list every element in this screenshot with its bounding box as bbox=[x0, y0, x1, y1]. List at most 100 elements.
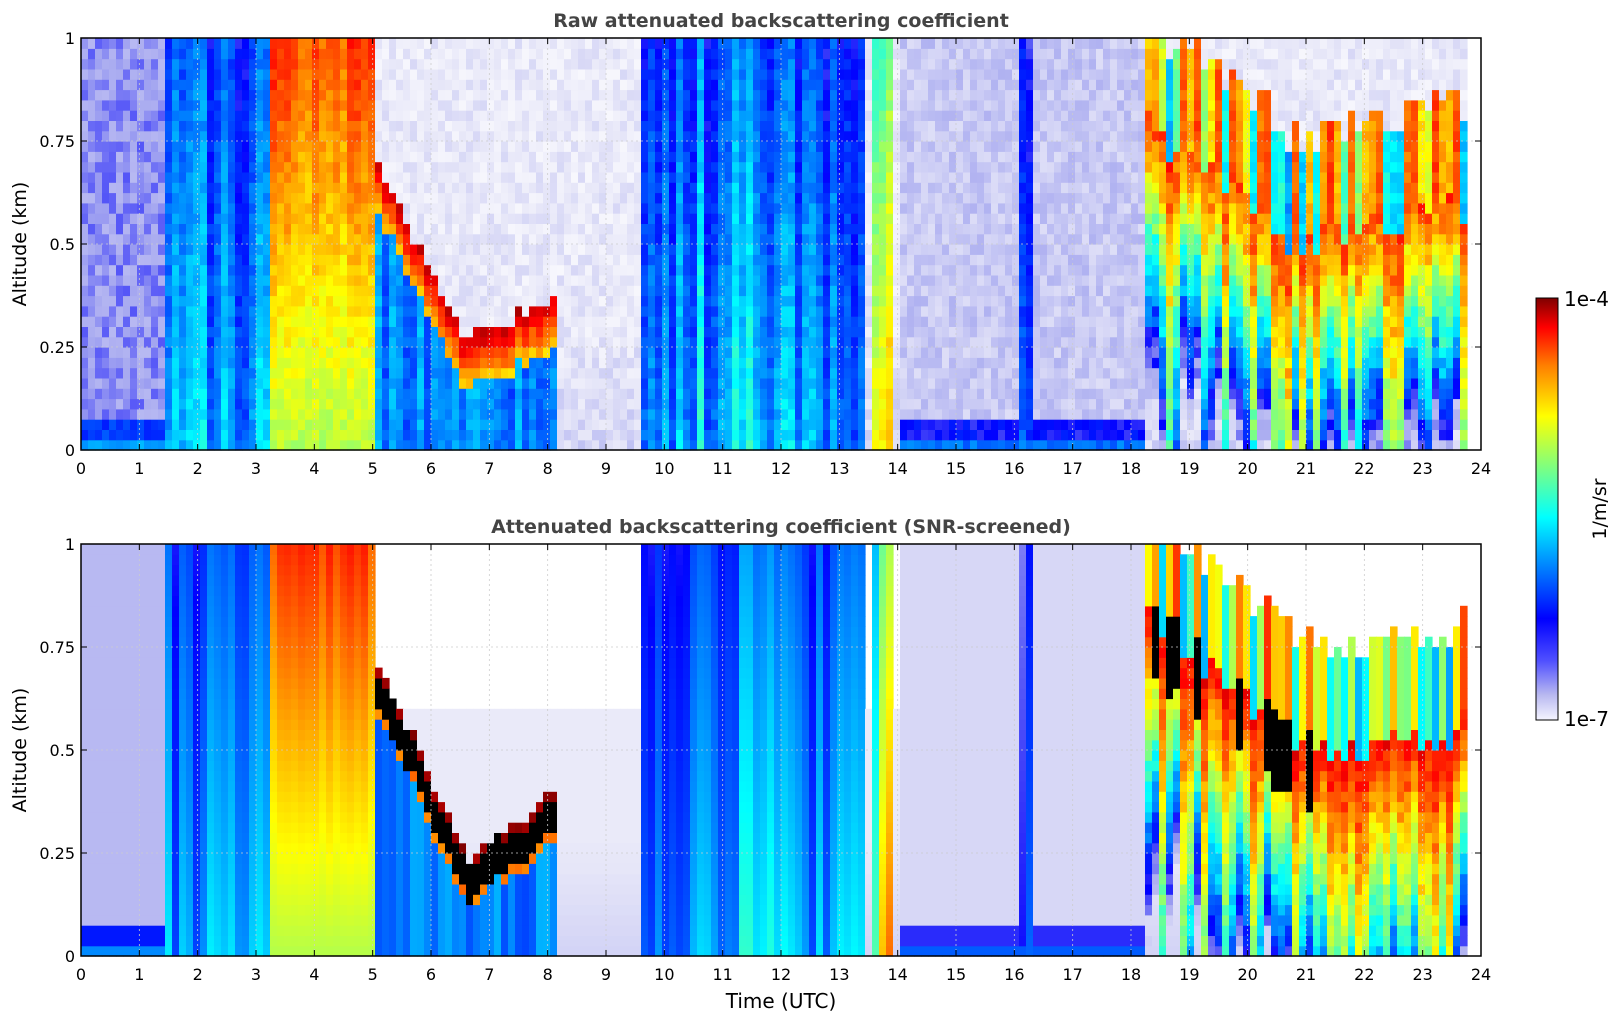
heatmap-cell bbox=[809, 202, 817, 214]
heatmap-cell bbox=[648, 254, 656, 266]
heatmap-cell bbox=[109, 326, 117, 338]
heatmap-cell bbox=[361, 419, 369, 430]
heatmap-cell bbox=[522, 347, 530, 358]
heatmap-cell bbox=[235, 377, 243, 389]
heatmap-cell bbox=[347, 347, 355, 358]
heatmap-cell bbox=[445, 429, 453, 441]
heatmap-cell bbox=[606, 357, 614, 369]
heatmap-cell bbox=[648, 171, 656, 183]
heatmap-cell bbox=[102, 192, 110, 204]
heatmap-cell bbox=[564, 398, 572, 410]
heatmap-cell bbox=[529, 264, 537, 276]
heatmap-cell bbox=[879, 429, 887, 441]
heatmap-cell bbox=[585, 68, 593, 80]
heatmap-cell bbox=[732, 213, 740, 224]
heatmap-cell bbox=[333, 388, 341, 400]
heatmap-cell bbox=[655, 316, 663, 327]
heatmap-cell bbox=[494, 388, 502, 400]
heatmap-cell bbox=[347, 388, 355, 400]
heatmap-cell bbox=[109, 89, 117, 101]
heatmap-cell bbox=[452, 58, 460, 70]
heatmap-cell bbox=[704, 326, 712, 338]
heatmap-cell bbox=[354, 367, 362, 379]
heatmap-cell bbox=[242, 213, 250, 224]
heatmap-cell bbox=[767, 316, 775, 327]
heatmap-cell bbox=[529, 79, 537, 91]
heatmap-cell bbox=[130, 151, 138, 163]
heatmap-cell bbox=[130, 89, 138, 101]
heatmap-cell bbox=[592, 419, 600, 430]
heatmap-cell bbox=[109, 264, 117, 276]
heatmap-cell bbox=[935, 388, 943, 400]
heatmap-cell bbox=[403, 182, 411, 194]
heatmap-cell bbox=[949, 130, 957, 142]
heatmap-cell bbox=[242, 141, 250, 152]
heatmap-cell bbox=[396, 305, 404, 317]
heatmap-cell bbox=[431, 68, 439, 80]
heatmap-cell bbox=[774, 68, 782, 80]
heatmap-cell bbox=[221, 171, 229, 183]
heatmap-cell bbox=[662, 305, 670, 317]
heatmap-cell bbox=[669, 161, 677, 173]
heatmap-cell bbox=[893, 336, 901, 348]
heatmap-cell bbox=[599, 326, 607, 338]
heatmap-cell bbox=[186, 367, 194, 379]
heatmap-cell bbox=[886, 79, 894, 91]
heatmap-cell bbox=[599, 429, 607, 441]
heatmap-cell bbox=[543, 429, 551, 441]
heatmap-cell bbox=[144, 202, 152, 214]
heatmap-cell bbox=[326, 429, 334, 441]
heatmap-cell bbox=[809, 141, 817, 152]
heatmap-cell bbox=[592, 110, 600, 121]
heatmap-cell bbox=[585, 182, 593, 194]
heatmap-cell bbox=[676, 305, 684, 317]
heatmap-cell bbox=[648, 388, 656, 400]
heatmap-cell bbox=[760, 295, 768, 307]
heatmap-cell bbox=[683, 151, 691, 163]
heatmap-cell bbox=[935, 347, 943, 358]
heatmap-cell bbox=[81, 48, 89, 60]
heatmap-cell bbox=[473, 89, 481, 101]
heatmap-cell bbox=[711, 58, 719, 70]
heatmap-cell bbox=[284, 367, 292, 379]
heatmap-cell bbox=[417, 316, 425, 327]
heatmap-cell bbox=[872, 38, 880, 49]
heatmap-cell bbox=[193, 316, 201, 327]
heatmap-cell bbox=[242, 151, 250, 163]
heatmap-cell bbox=[312, 326, 320, 338]
heatmap-cell bbox=[809, 429, 817, 441]
heatmap-cell bbox=[319, 182, 327, 194]
heatmap-cell bbox=[158, 182, 166, 194]
heatmap-cell bbox=[375, 99, 383, 111]
heatmap-cell bbox=[844, 316, 852, 327]
heatmap-cell bbox=[207, 264, 215, 276]
heatmap-cell bbox=[774, 244, 782, 255]
heatmap-cell bbox=[921, 130, 929, 142]
heatmap-cell bbox=[305, 38, 313, 49]
heatmap-cell bbox=[228, 192, 236, 204]
heatmap-cell bbox=[123, 38, 131, 49]
heatmap-cell bbox=[690, 419, 698, 430]
heatmap-cell bbox=[417, 171, 425, 183]
heatmap-cell bbox=[781, 130, 789, 142]
heatmap-cell bbox=[935, 429, 943, 441]
heatmap-cell bbox=[284, 295, 292, 307]
heatmap-cell bbox=[690, 429, 698, 441]
heatmap-cell bbox=[459, 367, 467, 379]
heatmap-cell bbox=[634, 161, 642, 173]
heatmap-cell bbox=[522, 58, 530, 70]
heatmap-cell bbox=[900, 213, 908, 224]
heatmap-cell bbox=[858, 274, 866, 286]
heatmap-cell bbox=[466, 419, 474, 430]
heatmap-cell bbox=[508, 99, 516, 111]
heatmap-cell bbox=[655, 89, 663, 101]
heatmap-cell bbox=[774, 274, 782, 286]
heatmap-cell bbox=[634, 367, 642, 379]
heatmap-cell bbox=[508, 79, 516, 91]
heatmap-cell bbox=[648, 347, 656, 358]
heatmap-cell bbox=[109, 305, 117, 317]
heatmap-cell bbox=[641, 171, 649, 183]
heatmap-cell bbox=[151, 151, 159, 163]
heatmap-cell bbox=[543, 110, 551, 121]
heatmap-cell bbox=[116, 398, 124, 410]
